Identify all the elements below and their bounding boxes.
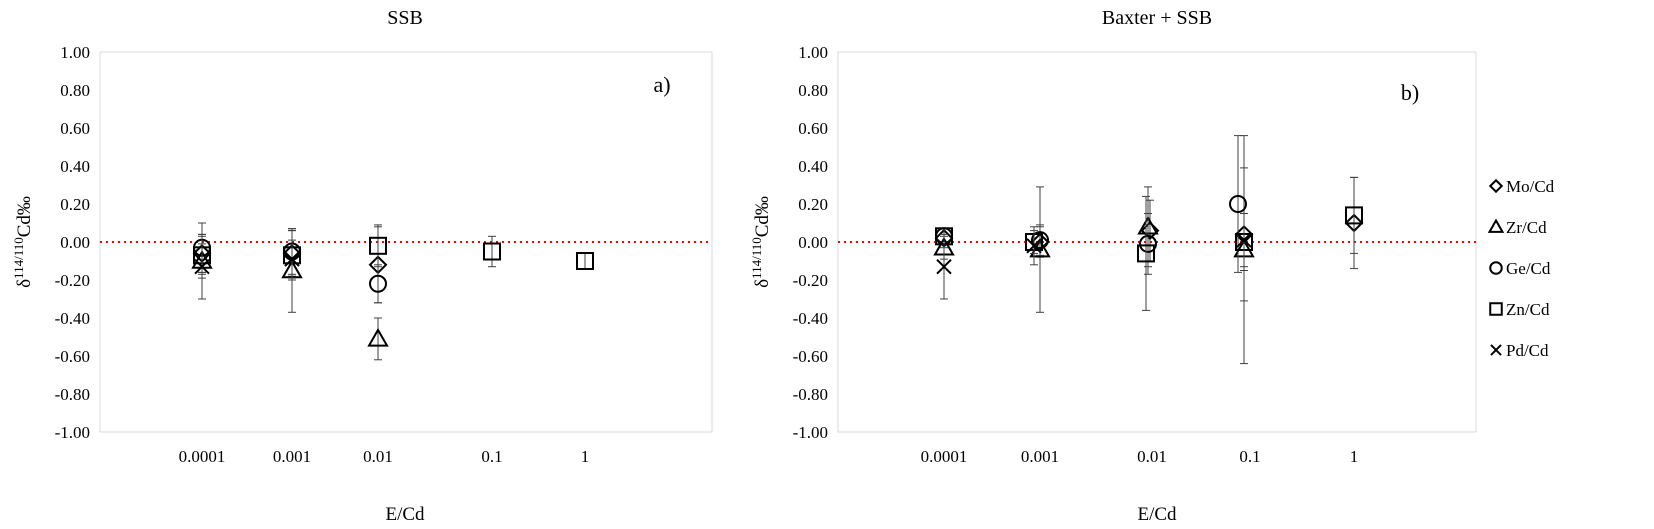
error-bar	[1144, 213, 1152, 275]
y-axis-label-delta: δ	[752, 279, 773, 288]
x-tick-label: 0.1	[481, 447, 502, 466]
y-axis-label-superscript: 114/110	[749, 237, 764, 279]
y-tick-label: 0.00	[60, 233, 90, 252]
x-tick-label: 1	[581, 447, 590, 466]
data-point-cross	[1236, 232, 1252, 248]
panel-label: a)	[653, 72, 670, 97]
data-point-square	[369, 236, 387, 255]
legend-marker-diamond	[1488, 178, 1504, 194]
data-point-diamond	[1140, 221, 1160, 241]
data-point-square	[1137, 244, 1155, 263]
y-tick-label: 0.60	[798, 119, 828, 138]
data-point-triangle	[367, 327, 389, 347]
x-tick-label: 1	[1350, 447, 1359, 466]
y-axis-label: δ114/110Cd‰	[11, 196, 35, 288]
y-tick-label: 0.00	[798, 233, 828, 252]
data-point-cross	[194, 258, 210, 275]
x-tick-label: 0.01	[1137, 447, 1167, 466]
y-tick-label: -1.00	[55, 423, 90, 442]
chart-panel-b: 1.00 0.80 0.60 0.40 0.20 0.00 -0.20 -0.40 -0.60 -…	[749, 7, 1555, 525]
y-tick-label: 0.20	[798, 195, 828, 214]
chart-panel-a: 1.00 0.80 0.60 0.40 0.20 0.00 -0.20 -0.40 -0.60 -…	[11, 7, 713, 525]
legend: Mo/Cd Zr/Cd Ge/Cd Zn/Cd Pd/Cd	[1487, 177, 1555, 360]
legend-marker-square	[1489, 302, 1503, 316]
y-tick-label: 0.80	[798, 81, 828, 100]
y-tick-label: 1.00	[60, 43, 90, 62]
data-point-square	[483, 242, 501, 261]
data-point-cross	[936, 258, 952, 275]
x-axis-label: E/Cd	[385, 504, 425, 525]
data-point-cross	[284, 251, 300, 267]
y-tick-label: -0.40	[55, 309, 90, 328]
legend-label: Pd/Cd	[1506, 341, 1549, 360]
y-tick-label: 0.40	[60, 157, 90, 176]
y-tick-label: 0.80	[60, 81, 90, 100]
data-point-circle	[369, 274, 387, 293]
x-tick-label: 0.1	[1239, 447, 1260, 466]
chart-title: SSB	[387, 7, 423, 29]
legend-label: Zn/Cd	[1506, 300, 1550, 319]
y-axis-label: δ114/110Cd‰	[749, 196, 773, 288]
y-tick-label: 0.60	[60, 119, 90, 138]
y-axis-label-superscript: 114/110	[11, 237, 26, 279]
error-bar	[581, 252, 589, 270]
legend-marker-circle	[1489, 261, 1503, 275]
y-tick-label: -0.80	[55, 385, 90, 404]
y-tick-label: -1.00	[793, 423, 828, 442]
y-tick-label: -0.20	[793, 271, 828, 290]
legend-label: Zr/Cd	[1506, 218, 1547, 237]
panel-label: b)	[1401, 80, 1419, 105]
y-tick-label: -0.20	[55, 271, 90, 290]
x-tick-label: 0.001	[1021, 447, 1059, 466]
y-axis-label-delta: δ	[14, 279, 35, 288]
data-point-cross	[1026, 238, 1042, 254]
error-bar	[374, 224, 382, 268]
y-tick-label: -0.60	[55, 347, 90, 366]
data-point-circle	[1229, 195, 1247, 213]
error-bar	[1234, 135, 1242, 273]
y-tick-label: 1.00	[798, 43, 828, 62]
x-tick-label: 0.001	[273, 447, 311, 466]
chart-title: Baxter + SSB	[1102, 7, 1212, 29]
data-point-square	[576, 252, 594, 270]
x-tick-label: 0.01	[363, 447, 393, 466]
y-tick-label: -0.80	[793, 385, 828, 404]
y-tick-label: -0.40	[793, 309, 828, 328]
error-bar	[374, 317, 382, 361]
x-axis-label: E/Cd	[1137, 504, 1177, 525]
data-point-circle	[1031, 231, 1049, 250]
legend-marker-triangle	[1487, 218, 1505, 233]
y-axis-label-rest: Cd‰	[752, 196, 773, 237]
error-bar	[1350, 176, 1358, 254]
legend-label: Mo/Cd	[1506, 177, 1555, 196]
y-axis-label-rest: Cd‰	[14, 196, 35, 237]
y-tick-label: 0.40	[798, 157, 828, 176]
legend-label: Ge/Cd	[1506, 259, 1551, 278]
legend-marker-cross	[1490, 344, 1502, 356]
error-bar	[488, 235, 496, 268]
data-point-square	[1345, 206, 1363, 225]
error-bar	[1142, 195, 1150, 311]
y-tick-label: -0.60	[793, 347, 828, 366]
x-tick-label: 0.0001	[921, 447, 968, 466]
x-tick-label: 0.0001	[179, 447, 226, 466]
y-tick-label: 0.20	[60, 195, 90, 214]
data-point-circle	[1139, 234, 1157, 253]
